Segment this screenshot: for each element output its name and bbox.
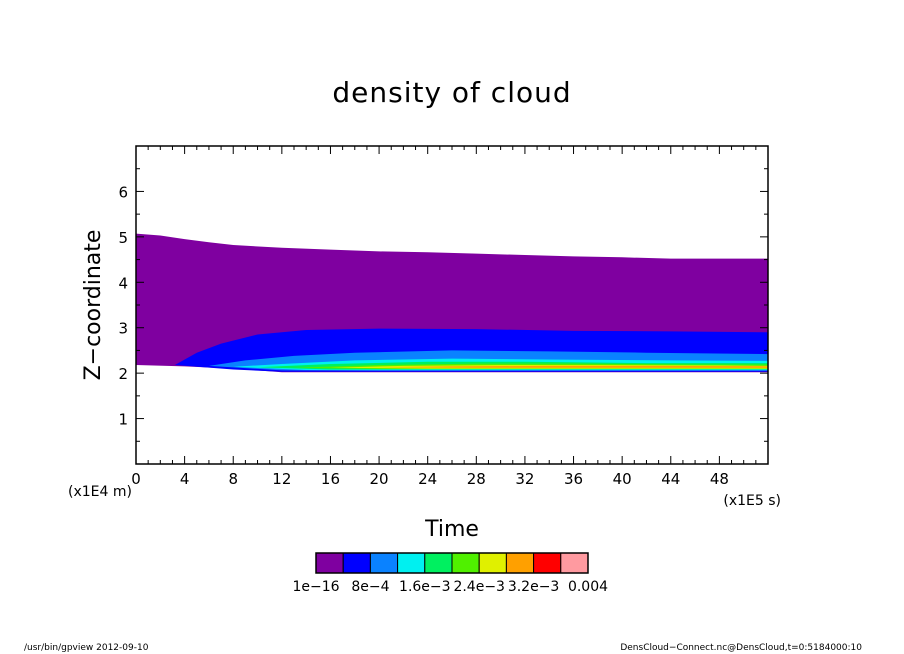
colorbar-swatch [424, 552, 453, 574]
x-axis-title: Time [424, 517, 479, 542]
colorbar-swatch [397, 552, 426, 574]
contour-band-7 [379, 365, 768, 368]
x-tick-label: 44 [661, 470, 680, 488]
colorbar-label: 2.4e−3 [453, 579, 505, 595]
x-tick-label: 8 [228, 470, 238, 488]
x-tick-label: 36 [564, 470, 583, 488]
x-tick-label: 20 [370, 470, 389, 488]
colorbar-swatch [369, 552, 399, 574]
y-tick-label: 2 [118, 365, 128, 383]
x-tick-label: 48 [710, 470, 729, 488]
footer-right: DensCloud−Connect.nc@DensCloud,t=0:51840… [620, 643, 862, 653]
y-tick-label: 3 [118, 320, 128, 338]
y-tick-label: 4 [118, 274, 128, 292]
x-tick-label: 0 [131, 470, 141, 488]
x-unit-label: (x1E5 s) [723, 493, 781, 509]
colorbar-swatch [451, 552, 480, 574]
colorbar-label: 0.004 [568, 579, 608, 595]
colorbar-swatch [342, 552, 371, 574]
x-tick-label: 40 [613, 470, 632, 488]
colorbar-label: 3.2e−3 [508, 579, 560, 595]
y-axis-title: Z−coordinate [81, 230, 106, 381]
x-tick-label: 24 [418, 470, 437, 488]
x-tick-label: 16 [321, 470, 340, 488]
x-axis: 0 4 8 12 16 20 24 28 32 36 40 44 48 [131, 146, 769, 488]
x-tick-label: 12 [272, 470, 291, 488]
y-axis: 1 2 3 4 5 6 [118, 145, 768, 465]
colorbar-swatch [533, 552, 562, 574]
y-tick-label: 5 [118, 229, 128, 247]
colorbar-swatch [505, 552, 535, 574]
footer-left: /usr/bin/gpview 2012-09-10 [24, 643, 149, 653]
y-unit-label: (x1E4 m) [68, 484, 132, 500]
colorbar-swatch [315, 552, 344, 574]
y-tick-label: 1 [118, 411, 128, 429]
colorbar-swatch [560, 552, 589, 574]
x-tick-label: 28 [467, 470, 486, 488]
x-tick-label: 32 [515, 470, 534, 488]
chart-title: density of cloud [332, 76, 571, 109]
colorbar-frame [315, 552, 589, 574]
colorbar-label: 8e−4 [351, 579, 389, 595]
contour-bands [136, 233, 768, 373]
colorbar-label: 1e−16 [292, 579, 339, 595]
colorbar: 1e−16 8e−4 1.6e−3 2.4e−3 3.2e−3 0.004 [292, 552, 608, 595]
y-tick-label: 6 [118, 183, 128, 201]
colorbar-label: 1.6e−3 [399, 579, 451, 595]
colorbar-swatch [478, 552, 507, 574]
x-tick-label: 4 [180, 470, 190, 488]
